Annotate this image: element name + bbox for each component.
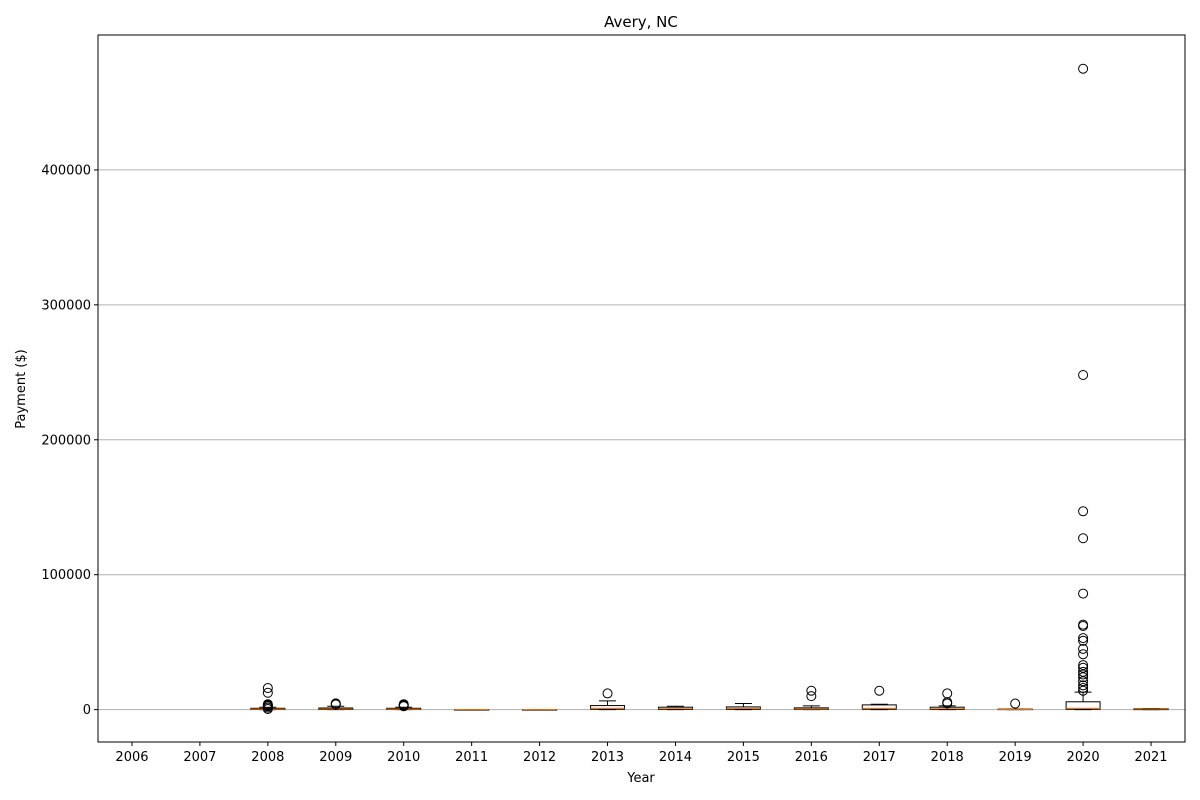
x-tick-label: 2018 [931, 750, 964, 765]
y-tick-label: 100000 [41, 568, 91, 583]
x-tick-label: 2006 [115, 750, 148, 765]
box-2013 [590, 688, 626, 711]
x-tick-label: 2015 [727, 750, 760, 765]
outlier-point [806, 691, 817, 702]
plot-area-frame [97, 34, 1186, 743]
outlier-point [1078, 660, 1089, 671]
x-tick-label: 2017 [863, 750, 896, 765]
x-tick-label: 2008 [251, 750, 284, 765]
box-2012 [522, 709, 558, 711]
iqr-box [590, 705, 626, 710]
y-tick-label: 300000 [41, 298, 91, 313]
box-2011 [454, 709, 490, 711]
x-tick-label: 2007 [183, 750, 216, 765]
box-2020 [1065, 63, 1101, 711]
y-tick-label: 0 [83, 703, 91, 718]
x-tick-label: 2020 [1067, 750, 1100, 765]
outlier-point [1078, 533, 1089, 544]
outlier-point [262, 687, 273, 698]
box-2015 [725, 703, 761, 711]
box-2016 [793, 685, 829, 711]
outlier-point [1010, 698, 1021, 709]
iqr-box [1065, 701, 1101, 710]
outlier-point [1078, 680, 1089, 691]
outlier-point [1078, 619, 1089, 630]
outlier-point [942, 688, 953, 699]
outlier-point [806, 685, 817, 696]
x-tick-label: 2016 [795, 750, 828, 765]
x-tick-label: 2019 [999, 750, 1032, 765]
y-axis-ticks: 0 100000 200000 300000 400000 [41, 163, 98, 718]
x-tick-label: 2011 [455, 750, 488, 765]
x-tick-label: 2009 [319, 750, 352, 765]
y-tick-label: 200000 [41, 433, 91, 448]
box-2009 [318, 698, 354, 711]
boxes-layer [250, 63, 1169, 714]
gridlines [98, 169, 1185, 711]
x-axis-label: Year [626, 771, 655, 786]
outlier-point [1078, 633, 1089, 644]
outlier-point [262, 699, 273, 710]
outlier-point [1078, 588, 1089, 599]
outlier-point [1078, 649, 1089, 660]
box-2010 [386, 699, 422, 712]
y-axis-label: Payment ($) [14, 349, 29, 428]
outlier-point [1078, 63, 1089, 74]
iqr-box [861, 704, 897, 710]
x-tick-label: 2021 [1134, 750, 1167, 765]
x-tick-label: 2013 [591, 750, 624, 765]
box-2014 [657, 705, 693, 711]
x-tick-label: 2010 [387, 750, 420, 765]
outlier-point [1078, 643, 1089, 654]
y-tick-label: 400000 [41, 163, 91, 178]
chart-title: Avery, NC [604, 13, 678, 31]
box-2008 [250, 683, 286, 714]
outlier-point [602, 688, 613, 699]
outlier-point [1078, 506, 1089, 517]
outlier-point [1078, 662, 1089, 673]
box-2017 [861, 685, 897, 711]
x-tick-label: 2014 [659, 750, 692, 765]
outlier-point [262, 683, 273, 694]
box-2021 [1133, 708, 1169, 711]
x-tick-label: 2012 [523, 750, 556, 765]
outlier-point [1078, 370, 1089, 381]
box-2018 [929, 688, 965, 711]
outlier-point [330, 698, 341, 709]
outlier-point [1078, 666, 1089, 677]
x-axis-ticks: 2006 2007 2008 2009 2010 2011 2012 2013 2014 2015… [115, 742, 1168, 765]
outlier-point [1078, 683, 1089, 694]
box-2019 [997, 698, 1033, 711]
outlier-point [1078, 635, 1089, 646]
outlier-point [874, 685, 885, 696]
outlier-point [398, 699, 409, 710]
